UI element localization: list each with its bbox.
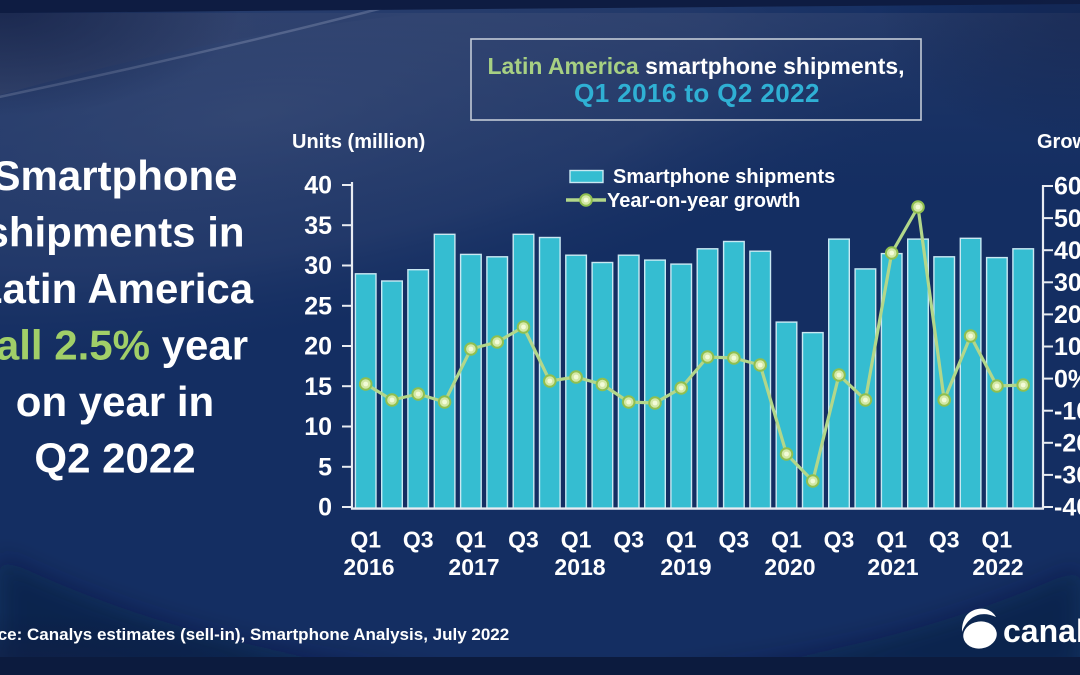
svg-text:Q3: Q3 <box>929 527 960 553</box>
svg-text:20%: 20% <box>1054 301 1080 329</box>
svg-text:25: 25 <box>304 292 332 320</box>
svg-text:2017: 2017 <box>448 554 499 580</box>
svg-text:Q3: Q3 <box>613 527 644 553</box>
svg-text:Q1: Q1 <box>876 527 907 553</box>
svg-text:Q3: Q3 <box>824 527 855 553</box>
svg-text:Latin America: Latin America <box>0 265 254 312</box>
svg-text:2020: 2020 <box>764 554 815 580</box>
svg-text:fall 2.5% year: fall 2.5% year <box>0 322 248 369</box>
svg-text:on year in: on year in <box>16 378 214 425</box>
svg-text:-40%: -40% <box>1054 494 1080 522</box>
svg-text:50%: 50% <box>1054 205 1080 233</box>
svg-text:35: 35 <box>304 212 332 240</box>
svg-text:Q3: Q3 <box>508 527 539 553</box>
svg-text:30%: 30% <box>1054 269 1080 297</box>
svg-text:40%: 40% <box>1054 237 1080 265</box>
svg-text:Q2 2022: Q2 2022 <box>34 435 195 482</box>
svg-text:2019: 2019 <box>660 554 711 580</box>
svg-text:2021: 2021 <box>867 554 918 580</box>
svg-text:10%: 10% <box>1054 333 1080 361</box>
svg-text:Units (million): Units (million) <box>292 131 425 153</box>
svg-text:Q1: Q1 <box>666 527 697 553</box>
svg-text:Q3: Q3 <box>403 527 434 553</box>
svg-text:Smartphone: Smartphone <box>0 152 238 199</box>
svg-text:20: 20 <box>304 333 332 361</box>
svg-text:40: 40 <box>304 172 332 200</box>
svg-text:canalys: canalys <box>1003 613 1080 649</box>
svg-text:2018: 2018 <box>554 554 605 580</box>
svg-text:Smartphone shipments: Smartphone shipments <box>613 166 835 188</box>
svg-text:10: 10 <box>304 413 332 441</box>
svg-text:30: 30 <box>304 252 332 280</box>
svg-text:5: 5 <box>318 453 332 481</box>
svg-text:2022: 2022 <box>972 554 1023 580</box>
svg-text:Q1: Q1 <box>982 527 1013 553</box>
svg-text:15: 15 <box>304 373 332 401</box>
svg-text:Latin America smartphone shipm: Latin America smartphone shipments, <box>487 53 904 79</box>
svg-text:Year-on-year growth: Year-on-year growth <box>607 190 800 212</box>
svg-text:shipments in: shipments in <box>0 209 245 256</box>
svg-text:Source: Canalys estimates (sel: Source: Canalys estimates (sell-in), Sma… <box>0 625 509 644</box>
svg-text:Growth % year on year: Growth % year on year <box>1037 131 1080 153</box>
svg-text:60%: 60% <box>1054 173 1080 201</box>
svg-text:Q1: Q1 <box>350 527 381 553</box>
svg-text:-30%: -30% <box>1054 462 1080 490</box>
svg-text:-20%: -20% <box>1054 430 1080 458</box>
svg-text:2016: 2016 <box>343 554 394 580</box>
svg-text:Q1: Q1 <box>771 527 802 553</box>
svg-text:-10%: -10% <box>1054 397 1080 425</box>
svg-text:Q3: Q3 <box>719 527 750 553</box>
svg-text:Q1: Q1 <box>456 527 487 553</box>
svg-text:0%: 0% <box>1054 365 1080 393</box>
svg-text:0: 0 <box>318 494 332 522</box>
svg-text:Q1 2016 to Q2 2022: Q1 2016 to Q2 2022 <box>574 78 820 108</box>
svg-text:Q1: Q1 <box>561 527 592 553</box>
